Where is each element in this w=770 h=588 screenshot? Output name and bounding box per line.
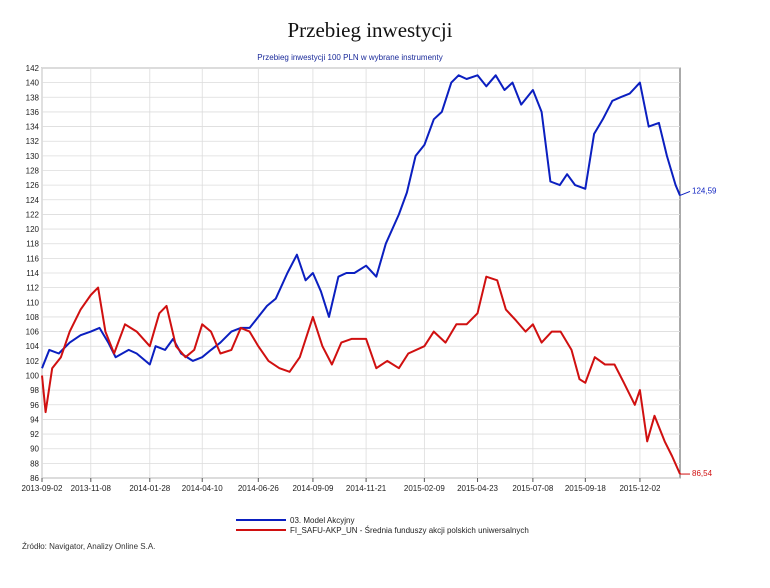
y-tick-label: 106: [26, 328, 40, 337]
y-tick-label: 122: [26, 210, 40, 219]
y-tick-label: 116: [26, 254, 39, 263]
y-tick-label: 94: [30, 415, 39, 424]
series-end-label: 124,59: [692, 186, 717, 195]
x-tick-label: 2013-09-02: [22, 484, 63, 493]
x-tick-label: 2013-11-08: [71, 484, 112, 493]
series-end-label: 86,54: [692, 469, 713, 478]
y-tick-label: 92: [30, 430, 39, 439]
y-tick-label: 140: [26, 79, 40, 88]
x-tick-label: 2014-04-10: [182, 484, 223, 493]
x-tick-label: 2015-04-23: [457, 484, 498, 493]
y-tick-label: 96: [30, 401, 39, 410]
plot-area: 124,59 86,54: [41, 74, 717, 478]
source-note: Źródło: Navigator, Analizy Online S.A.: [22, 542, 156, 551]
x-tick-label: 2015-12-02: [619, 484, 660, 493]
y-tick-label: 90: [30, 445, 39, 454]
y-tick-label: 142: [26, 64, 40, 73]
y-tick-label: 100: [26, 372, 40, 381]
y-tick-label: 118: [26, 240, 39, 249]
grid-lines: [41, 67, 681, 479]
x-tick-label: 2014-06-26: [238, 484, 279, 493]
y-tick-label: 108: [26, 313, 40, 322]
x-tick-label: 2014-11-21: [346, 484, 387, 493]
legend-label: 03. Model Akcyjny: [290, 516, 354, 525]
legend-label: FI_SAFU-AKP_UN - Średnia funduszy akcji …: [290, 526, 529, 535]
y-tick-label: 130: [26, 152, 40, 161]
y-tick-label: 132: [26, 137, 40, 146]
y-tick-label: 128: [26, 167, 40, 176]
y-tick-label: 124: [26, 196, 40, 205]
x-tick-label: 2014-01-28: [129, 484, 170, 493]
y-axis: 86 88 90 92 94 96 98 100 102 104 106 108 110 112 114 11…: [26, 64, 40, 483]
y-tick-label: 126: [26, 181, 40, 190]
x-tick-label: 2015-09-18: [565, 484, 606, 493]
chart-subtitle: Przebieg inwestycji 100 PLN w wybrane in…: [257, 53, 443, 62]
x-tick-label: 2015-02-09: [404, 484, 445, 493]
series-line-2: [41, 275, 681, 475]
end-label-connector: [679, 191, 691, 196]
x-tick-label: 2014-09-09: [292, 484, 333, 493]
y-tick-label: 102: [26, 357, 40, 366]
y-tick-label: 138: [26, 93, 40, 102]
y-tick-label: 88: [30, 459, 39, 468]
series-line-1: [41, 74, 681, 369]
y-tick-label: 104: [26, 342, 40, 351]
chart-title: Przebieg inwestycji: [287, 18, 453, 42]
y-tick-label: 98: [30, 386, 39, 395]
y-tick-label: 114: [26, 269, 39, 278]
y-tick-label: 86: [30, 474, 39, 483]
y-tick-label: 110: [26, 298, 39, 307]
x-tick-label: 2015-07-08: [512, 484, 553, 493]
y-tick-label: 120: [26, 225, 40, 234]
y-tick-label: 136: [26, 108, 40, 117]
y-tick-label: 134: [26, 123, 40, 132]
x-axis: 2013-09-02 2013-11-08 2014-01-28 2014-04-10…: [22, 478, 661, 493]
y-tick-label: 112: [26, 284, 39, 293]
